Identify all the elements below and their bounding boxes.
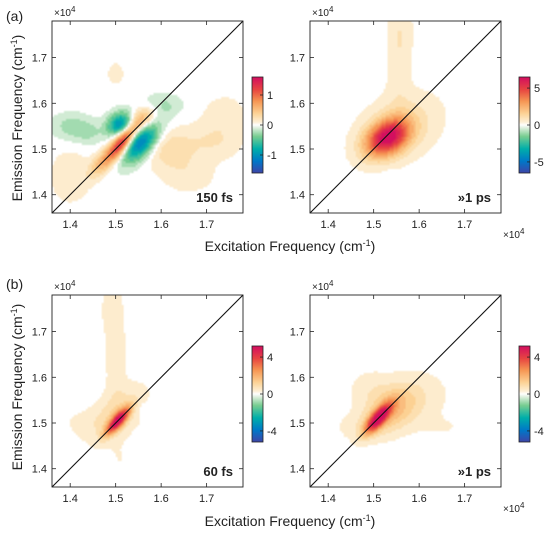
y-axis-label-bottom: Emission Frequency (cm-1) [9, 304, 25, 471]
y-exponent-label: ×104 [54, 279, 76, 293]
x-tick-label: 1.4 [63, 219, 78, 231]
y-exponent-label: ×104 [312, 279, 334, 293]
row-label-b: (b) [6, 276, 23, 292]
row-label-a: (a) [6, 8, 23, 24]
x-tick-label: 1.4 [63, 493, 78, 505]
y-tick-label: 1.4 [290, 190, 305, 202]
x-tick-label: 1.5 [108, 219, 123, 231]
y-tick-label: 1.4 [32, 464, 47, 476]
colorbar-tick-label: -4 [534, 426, 544, 438]
y-tick-label: 1.5 [32, 144, 47, 156]
y-tick-label: 1.5 [32, 418, 47, 430]
x-tick-label: 1.6 [411, 493, 426, 505]
x-tick-label: 1.7 [199, 219, 214, 231]
colorbar-tick-label: -5 [534, 157, 544, 169]
plot-frame [309, 20, 502, 214]
panel-b-left: 1.4 1.5 1.6 1.7 1.4 1.5 1.6 1.7 ×104 60 fs -4 0 4 [32, 279, 277, 505]
x-axis-label-bottom: Excitation Frequency (cm-1) [205, 513, 376, 529]
x-tick-label: 1.4 [321, 219, 336, 231]
colorbar-tick-label: 0 [534, 120, 540, 132]
colorbar-tick-label: 4 [534, 352, 540, 364]
colorbar-tick-label: 4 [267, 352, 273, 364]
x-tick-label: 1.6 [153, 219, 168, 231]
colorbar [252, 346, 263, 442]
diagonal-line [51, 294, 244, 488]
colorbar-tick-label: 0 [267, 389, 273, 401]
colorbar [519, 77, 530, 173]
y-tick-label: 1.4 [290, 464, 305, 476]
y-tick-label: 1.6 [32, 372, 47, 384]
colorbar-tick-label: 1 [267, 90, 273, 102]
diagonal-line [309, 294, 502, 488]
y-tick-label: 1.7 [290, 327, 305, 339]
y-tick-label: 1.6 [32, 98, 47, 110]
x-tick-label: 1.7 [457, 219, 472, 231]
x-tick-label: 1.7 [199, 493, 214, 505]
delay-annotation: 60 fs [203, 464, 233, 479]
y-tick-label: 1.5 [290, 144, 305, 156]
y-tick-label: 1.7 [32, 53, 47, 65]
y-tick-label: 1.6 [290, 372, 305, 384]
panel-b-right: 1.4 1.5 1.6 1.7 1.4 1.5 1.6 1.7 ×104 ×104 »1 ps -4 0… [290, 279, 544, 515]
y-tick-label: 1.7 [290, 53, 305, 65]
x-exponent-label: ×104 [503, 227, 525, 241]
x-tick-label: 1.7 [457, 493, 472, 505]
x-exponent-label: ×104 [503, 501, 525, 515]
plot-frame [51, 294, 244, 488]
y-tick-label: 1.5 [290, 418, 305, 430]
delay-annotation: »1 ps [458, 464, 491, 479]
panel-a-right: 1.4 1.5 1.6 1.7 1.4 1.5 1.6 1.7 ×104 ×104 »1 ps -5 0… [290, 5, 544, 241]
diagonal-line [51, 20, 244, 214]
colorbar-tick-label: 0 [534, 389, 540, 401]
y-tick-label: 1.4 [32, 190, 47, 202]
panel-a-left: 1.4 1.5 1.6 1.7 1.4 1.5 1.6 1.7 ×104 150 fs -1 0 1 [32, 5, 277, 231]
colorbar-tick-label: 5 [534, 83, 540, 95]
x-axis-label-top: Excitation Frequency (cm-1) [205, 238, 376, 254]
plot-frame [309, 294, 502, 488]
x-tick-label: 1.5 [108, 493, 123, 505]
y-tick-label: 1.6 [290, 98, 305, 110]
delay-annotation: 150 fs [196, 190, 233, 205]
colorbar-tick-label: -1 [267, 150, 277, 162]
x-tick-label: 1.5 [366, 219, 381, 231]
diagonal-line [309, 20, 502, 214]
x-tick-label: 1.4 [321, 493, 336, 505]
plot-frame [51, 20, 244, 214]
x-tick-label: 1.6 [153, 493, 168, 505]
colorbar [252, 77, 263, 173]
colorbar-tick-label: -4 [267, 426, 277, 438]
y-exponent-label: ×104 [312, 5, 334, 19]
x-tick-label: 1.5 [366, 493, 381, 505]
x-tick-label: 1.6 [411, 219, 426, 231]
colorbar-tick-label: 0 [267, 120, 273, 132]
colorbar [519, 346, 530, 442]
delay-annotation: »1 ps [458, 190, 491, 205]
y-exponent-label: ×104 [54, 5, 76, 19]
y-tick-label: 1.7 [32, 327, 47, 339]
y-axis-label-top: Emission Frequency (cm-1) [9, 35, 25, 202]
